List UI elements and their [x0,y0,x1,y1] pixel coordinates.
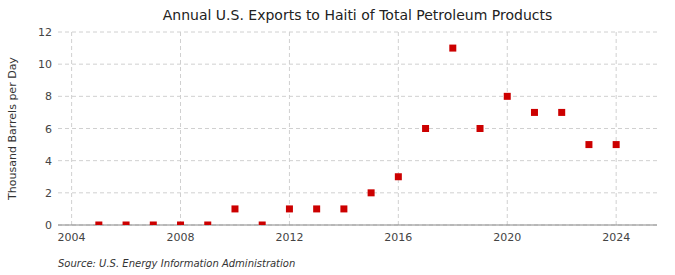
point [477,125,484,132]
point [531,109,538,116]
x-grid-line [507,32,508,225]
y-tick-label: 0 [45,219,52,232]
point [204,222,211,226]
y-axis-label: Thousand Barrels per Day [6,57,19,201]
chart: 0 2 4 6 8 10 12 2004 2008 2012 2016 2020 2024 Annual … [0,0,675,275]
source-note: Source: U.S. Energy Information Administ… [58,258,295,269]
x-tick-label: 2004 [58,231,86,244]
points [95,45,619,225]
x-tick-label: 2008 [167,231,195,244]
point [231,205,238,212]
y-tick-label: 6 [45,123,52,136]
point [177,222,184,226]
grid [58,32,657,225]
x-grid-line [71,32,72,225]
point [123,222,130,226]
x-tick-label: 2016 [384,231,412,244]
point [585,141,592,148]
point [422,125,429,132]
x-grid-line [180,32,181,225]
point [558,109,565,116]
x-tick-label: 2020 [493,231,521,244]
y-grid-line [58,225,657,226]
y-tick-label: 8 [45,90,52,103]
y-tick-label: 12 [38,26,52,39]
point [613,141,620,148]
y-tick-label: 4 [45,155,52,168]
point [150,222,157,226]
x-tick-label: 2012 [275,231,303,244]
point [313,205,320,212]
y-tick-label: 2 [45,187,52,200]
x-grid-line [616,32,617,225]
point [340,205,347,212]
x-axis-line [58,225,657,226]
y-tick-label: 10 [38,58,52,71]
y-grid-line [58,192,657,193]
point [449,45,456,52]
point [368,189,375,196]
x-tick-label: 2024 [602,231,630,244]
point [395,173,402,180]
y-grid-line [58,96,657,97]
y-grid-line [58,64,657,65]
x-grid-line [289,32,290,225]
point [504,93,511,100]
x-grid-line [398,32,399,225]
point [286,205,293,212]
title: Annual U.S. Exports to Haiti of Total Pe… [163,7,553,23]
point [259,222,266,226]
point [95,222,102,226]
y-grid-line [58,160,657,161]
y-grid-line [58,128,657,129]
y-grid-line [58,32,657,33]
